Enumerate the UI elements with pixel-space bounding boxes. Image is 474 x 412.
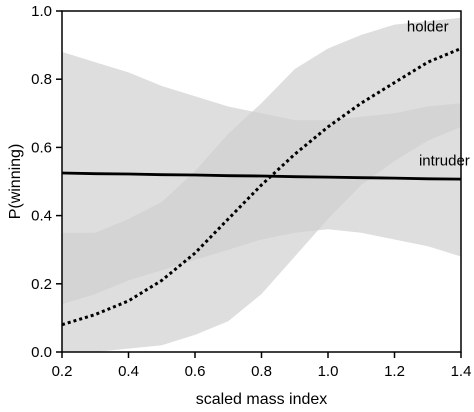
x-tick-label: 0.4 <box>118 363 139 380</box>
x-tick-label: 1.2 <box>384 363 405 380</box>
series-label-holder: holder <box>407 18 449 35</box>
x-tick-label: 1.4 <box>451 363 472 380</box>
y-tick-label: 0.4 <box>31 208 52 225</box>
x-tick-label: 0.6 <box>185 363 206 380</box>
series-labels: holder intruder <box>407 18 470 169</box>
y-axis-label: P(winning) <box>7 144 24 220</box>
x-tick-label: 1.0 <box>318 363 339 380</box>
y-tick-label: 1.0 <box>31 3 52 20</box>
x-tick-label: 0.2 <box>52 363 73 380</box>
x-axis: 0.2 0.4 0.6 0.8 1.0 1.2 1.4 <box>52 352 472 380</box>
series-line-holder <box>61 47 462 327</box>
confidence-band-intruder <box>62 51 461 305</box>
y-tick-label: 0.8 <box>31 71 52 88</box>
x-tick-label: 0.8 <box>251 363 272 380</box>
series-label-intruder: intruder <box>419 152 470 169</box>
y-tick-label: 0.0 <box>31 344 52 361</box>
y-axis: 0.0 0.2 0.4 0.6 0.8 1.0 <box>31 3 62 361</box>
x-axis-label: scaled mass index <box>196 391 328 408</box>
y-tick-label: 0.6 <box>31 139 52 156</box>
y-tick-label: 0.2 <box>31 276 52 293</box>
series-line-intruder <box>61 171 462 181</box>
series-lines <box>61 47 462 327</box>
